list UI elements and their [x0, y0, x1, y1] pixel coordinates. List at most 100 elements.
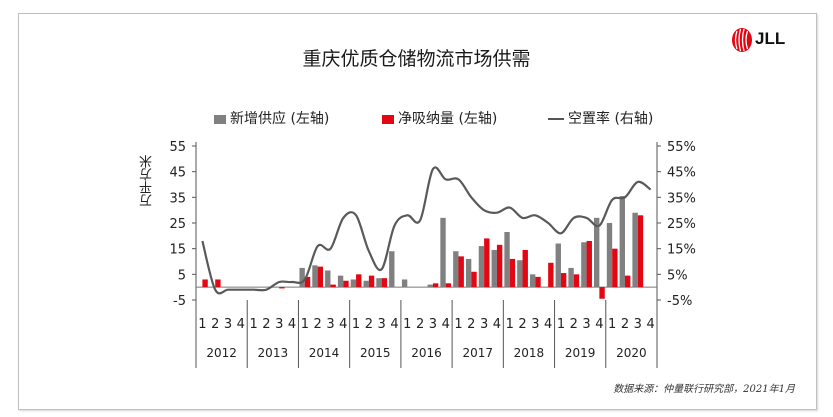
supply-bar: [504, 231, 510, 288]
right-tick-label: 55%: [667, 140, 696, 155]
supply-bar: [568, 267, 574, 288]
year-label: 2013: [258, 346, 289, 360]
quarter-label: 3: [480, 317, 488, 332]
absorption-bar: [599, 287, 605, 299]
right-tick-label: 15%: [667, 243, 696, 258]
jll-logo-mark-icon: [732, 28, 752, 52]
quarter-label: 2: [416, 317, 424, 332]
jll-logo: JLL: [731, 27, 791, 53]
quarter-label: 1: [249, 317, 257, 332]
supply-bar: [478, 246, 485, 288]
absorption-bar: [586, 240, 592, 288]
supply-bar: [350, 279, 357, 288]
absorption-bar: [356, 274, 362, 288]
quarter-label: 3: [531, 317, 539, 332]
legend-absorption-swatch: [382, 114, 394, 124]
absorption-bar: [535, 276, 541, 288]
absorption-bar: [343, 280, 349, 288]
quarter-label: 3: [634, 317, 642, 332]
quarter-label: 4: [544, 317, 552, 332]
absorption-bar: [330, 284, 336, 288]
quarter-label: 4: [595, 317, 603, 332]
quarter-label: 4: [339, 317, 347, 332]
supply-bar: [363, 280, 369, 288]
quarter-label: 3: [275, 317, 283, 332]
quarter-label: 2: [467, 317, 475, 332]
right-tick-label: -5%: [667, 294, 692, 309]
quarter-label: 2: [365, 317, 373, 332]
supply-bar: [529, 274, 536, 288]
right-tick-label: 25%: [667, 217, 696, 232]
quarter-label: 1: [506, 317, 514, 332]
absorption-bar: [445, 283, 452, 288]
supply-bar: [440, 217, 446, 288]
supply-bar: [606, 223, 613, 288]
absorption-bar: [484, 238, 490, 288]
absorption-bar: [637, 215, 644, 288]
supply-bar: [581, 242, 587, 288]
right-tick-label: 45%: [667, 166, 696, 181]
supply-bar: [465, 258, 472, 288]
supply-bar: [389, 251, 395, 288]
supply-bar: [312, 265, 318, 288]
year-label: 2017: [462, 346, 493, 360]
absorption-bar: [471, 271, 477, 288]
supply-bar: [491, 249, 497, 288]
legend-supply: 新增供应 (左轴): [214, 108, 329, 128]
quarter-label: 2: [262, 317, 270, 332]
quarter-label: 2: [314, 317, 322, 332]
legend-absorption-label: 净吸纳量 (左轴): [398, 111, 498, 127]
quarter-label: 1: [557, 317, 565, 332]
chart-title: 重庆优质仓储物流市场供需: [302, 48, 531, 70]
supply-bar: [325, 270, 331, 288]
quarter-label: 1: [301, 317, 309, 332]
year-label: 2012: [206, 346, 237, 360]
legend-vacancy: 空置率 (右轴): [548, 108, 653, 128]
year-label: 2015: [360, 346, 391, 360]
chart-frame: [18, 13, 817, 410]
absorption-bar: [317, 266, 324, 288]
absorption-bar: [496, 244, 503, 288]
supply-bar: [593, 217, 600, 288]
quarter-label: 2: [518, 317, 526, 332]
quarter-label: 4: [390, 317, 398, 332]
left-tick-label: 35: [169, 191, 186, 206]
absorption-bar: [458, 256, 464, 288]
year-label: 2014: [309, 346, 340, 360]
quarter-label: 4: [646, 317, 654, 332]
legend-absorption: 净吸纳量 (左轴): [382, 108, 497, 128]
left-tick-label: 45: [169, 166, 186, 181]
quarter-label: 4: [493, 317, 501, 332]
supply-bar: [517, 260, 523, 288]
quarter-label: 1: [352, 317, 360, 332]
quarter-label: 4: [288, 317, 296, 332]
absorption-bar: [432, 283, 439, 288]
supply-bar: [632, 212, 638, 288]
absorption-bar: [381, 278, 388, 288]
absorption-bar: [368, 275, 375, 288]
legend-supply-label: 新增供应 (左轴): [230, 111, 330, 127]
quarter-label: 4: [442, 317, 450, 332]
right-tick-label: 5%: [667, 268, 688, 283]
quarter-label: 1: [403, 317, 411, 332]
supply-bar: [376, 278, 382, 288]
absorption-bar: [573, 274, 580, 288]
supply-bar: [555, 243, 561, 288]
year-label: 2018: [514, 346, 545, 360]
supply-bar: [427, 284, 433, 288]
supply-bar: [337, 275, 344, 288]
quarter-label: 3: [582, 317, 590, 332]
supply-bar: [619, 196, 625, 288]
left-tick-label: 25: [169, 217, 186, 232]
left-tick-label: 15: [169, 243, 186, 258]
left-tick-label: 5: [178, 268, 186, 283]
left-tick-label: -5: [173, 294, 186, 309]
quarter-label: 2: [570, 317, 578, 332]
absorption-bar: [612, 248, 618, 288]
absorption-bar: [548, 262, 554, 288]
quarter-label: 1: [608, 317, 616, 332]
absorption-bar: [509, 258, 516, 288]
absorption-bar: [279, 287, 285, 289]
year-label: 2016: [411, 346, 442, 360]
